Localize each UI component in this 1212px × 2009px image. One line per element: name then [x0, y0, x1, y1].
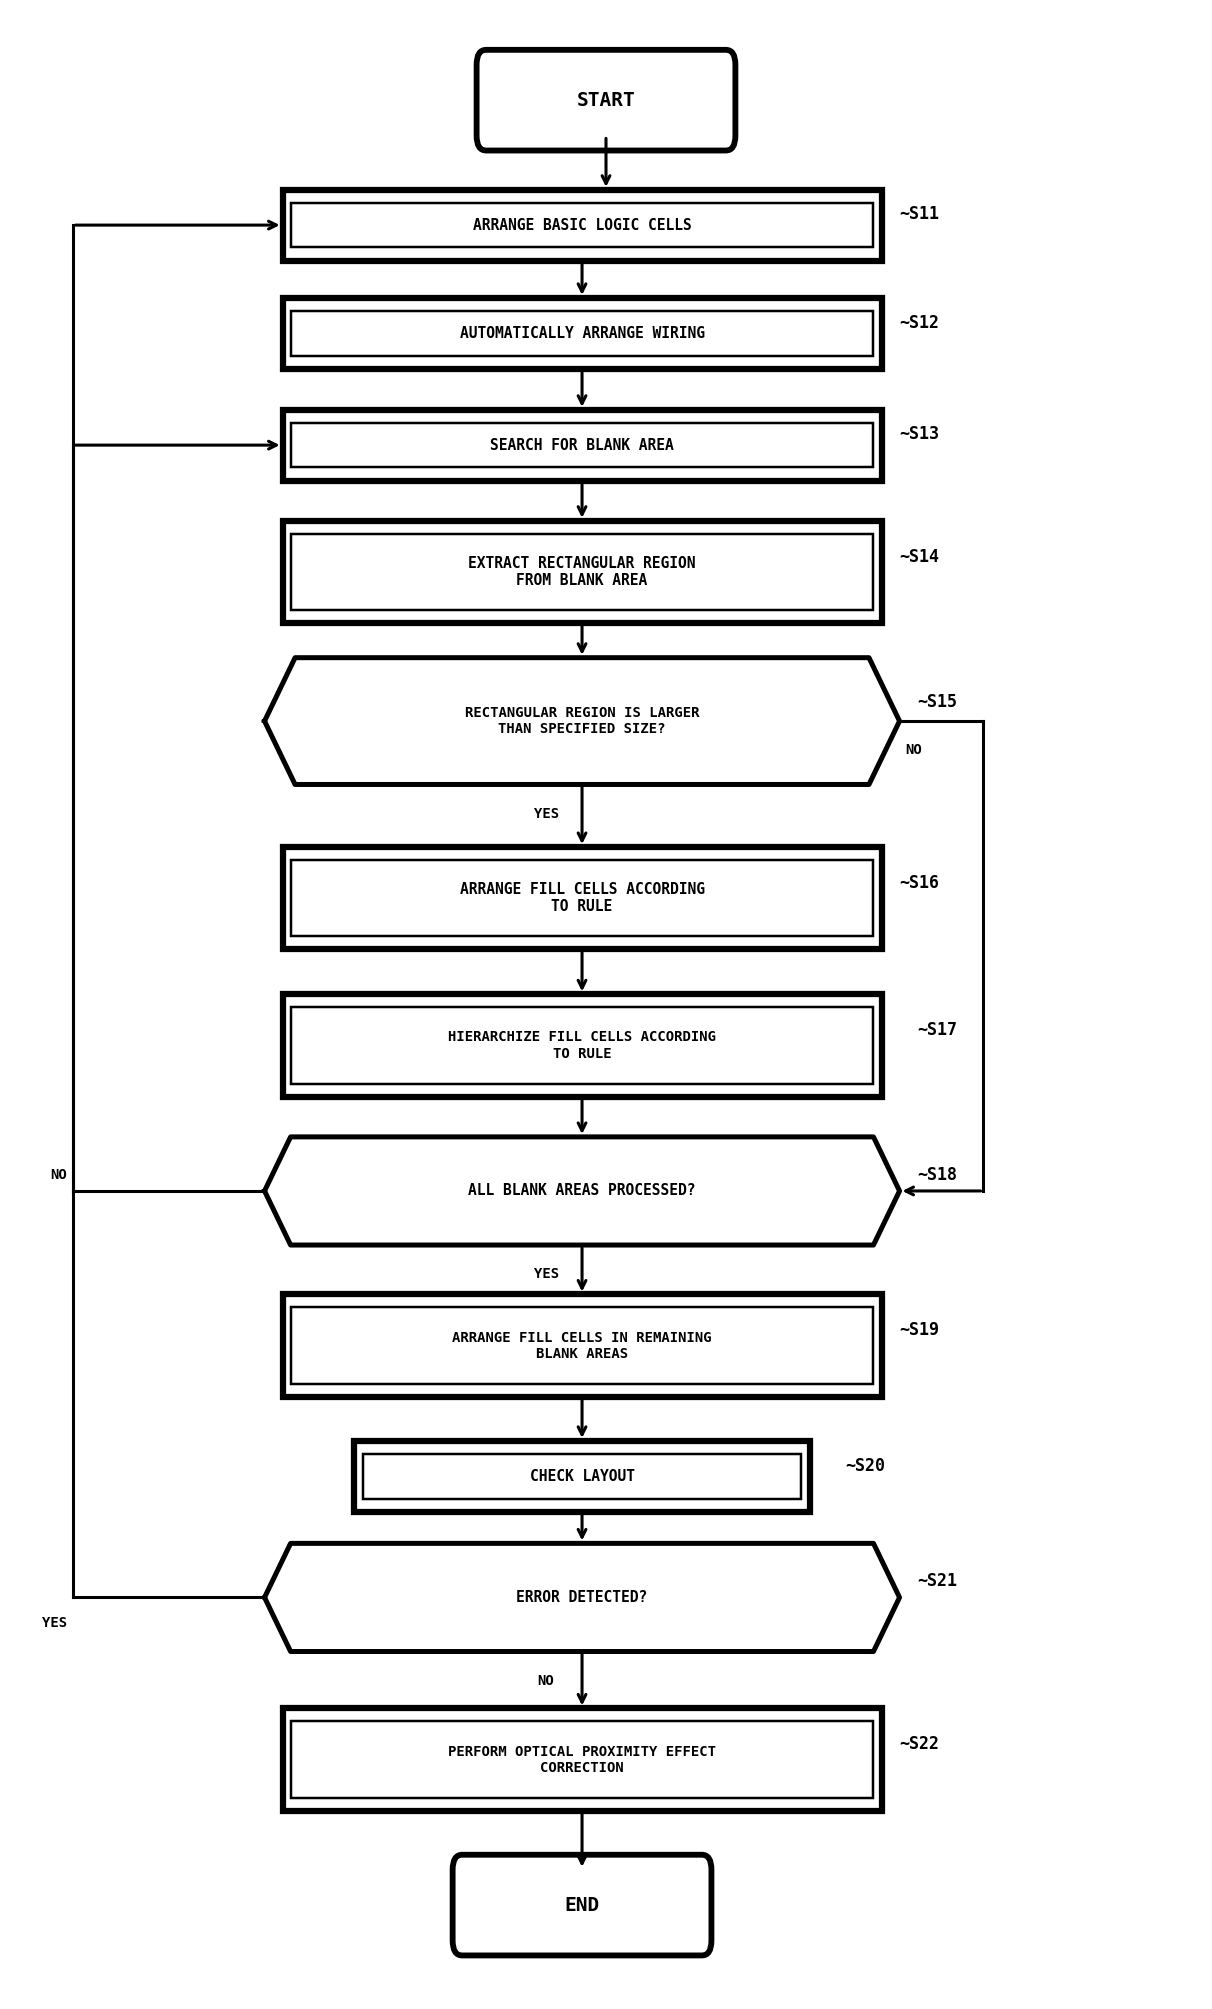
- Text: ARRANGE FILL CELLS IN REMAINING
BLANK AREAS: ARRANGE FILL CELLS IN REMAINING BLANK AR…: [452, 1330, 711, 1360]
- Text: ~S17: ~S17: [917, 1021, 957, 1039]
- Text: YES: YES: [533, 1268, 559, 1282]
- Text: RECTANGULAR REGION IS LARGER
THAN SPECIFIED SIZE?: RECTANGULAR REGION IS LARGER THAN SPECIF…: [464, 705, 699, 735]
- Text: ARRANGE FILL CELLS ACCORDING
TO RULE: ARRANGE FILL CELLS ACCORDING TO RULE: [459, 882, 704, 914]
- Text: ~S20: ~S20: [846, 1457, 886, 1475]
- Polygon shape: [264, 657, 899, 784]
- Bar: [291, 534, 873, 611]
- Bar: [291, 1722, 873, 1798]
- Bar: [282, 410, 881, 480]
- Text: NO: NO: [50, 1167, 67, 1181]
- Text: ERROR DETECTED?: ERROR DETECTED?: [516, 1589, 647, 1605]
- Bar: [282, 297, 881, 370]
- Bar: [282, 994, 881, 1097]
- FancyBboxPatch shape: [452, 1854, 711, 1955]
- Bar: [282, 1708, 881, 1810]
- Bar: [282, 1294, 881, 1396]
- Text: END: END: [565, 1896, 600, 1915]
- Text: ~S18: ~S18: [917, 1165, 957, 1183]
- Bar: [282, 189, 881, 261]
- Text: CHECK LAYOUT: CHECK LAYOUT: [530, 1469, 635, 1485]
- Text: ~S14: ~S14: [899, 548, 939, 565]
- Bar: [291, 203, 873, 247]
- Polygon shape: [264, 1543, 899, 1651]
- Text: ~S21: ~S21: [917, 1573, 957, 1591]
- Bar: [291, 422, 873, 468]
- Text: ALL BLANK AREAS PROCESSED?: ALL BLANK AREAS PROCESSED?: [468, 1183, 696, 1199]
- Text: AUTOMATICALLY ARRANGE WIRING: AUTOMATICALLY ARRANGE WIRING: [459, 325, 704, 342]
- Bar: [291, 1308, 873, 1384]
- Text: ARRANGE BASIC LOGIC CELLS: ARRANGE BASIC LOGIC CELLS: [473, 217, 691, 233]
- Bar: [291, 860, 873, 936]
- Text: ~S15: ~S15: [917, 693, 957, 711]
- Bar: [291, 1007, 873, 1083]
- Text: NO: NO: [538, 1673, 554, 1688]
- Text: ~S13: ~S13: [899, 426, 939, 444]
- Text: PERFORM OPTICAL PROXIMITY EFFECT
CORRECTION: PERFORM OPTICAL PROXIMITY EFFECT CORRECT…: [448, 1744, 716, 1774]
- Text: ~S19: ~S19: [899, 1322, 939, 1340]
- Text: ~S12: ~S12: [899, 313, 939, 331]
- Text: ~S11: ~S11: [899, 205, 939, 223]
- Text: ~S16: ~S16: [899, 874, 939, 892]
- Bar: [362, 1455, 801, 1499]
- Polygon shape: [264, 1137, 899, 1246]
- Bar: [291, 311, 873, 356]
- FancyBboxPatch shape: [476, 50, 736, 151]
- Text: SEARCH FOR BLANK AREA: SEARCH FOR BLANK AREA: [490, 438, 674, 452]
- Text: ~S22: ~S22: [899, 1736, 939, 1754]
- Text: START: START: [577, 90, 635, 110]
- Bar: [282, 520, 881, 623]
- Text: YES: YES: [41, 1615, 67, 1629]
- Text: NO: NO: [905, 743, 922, 757]
- Text: HIERARCHIZE FILL CELLS ACCORDING
TO RULE: HIERARCHIZE FILL CELLS ACCORDING TO RULE: [448, 1031, 716, 1061]
- Text: EXTRACT RECTANGULAR REGION
FROM BLANK AREA: EXTRACT RECTANGULAR REGION FROM BLANK AR…: [468, 556, 696, 589]
- Bar: [282, 848, 881, 950]
- Text: YES: YES: [533, 808, 559, 822]
- Bar: [354, 1440, 810, 1511]
